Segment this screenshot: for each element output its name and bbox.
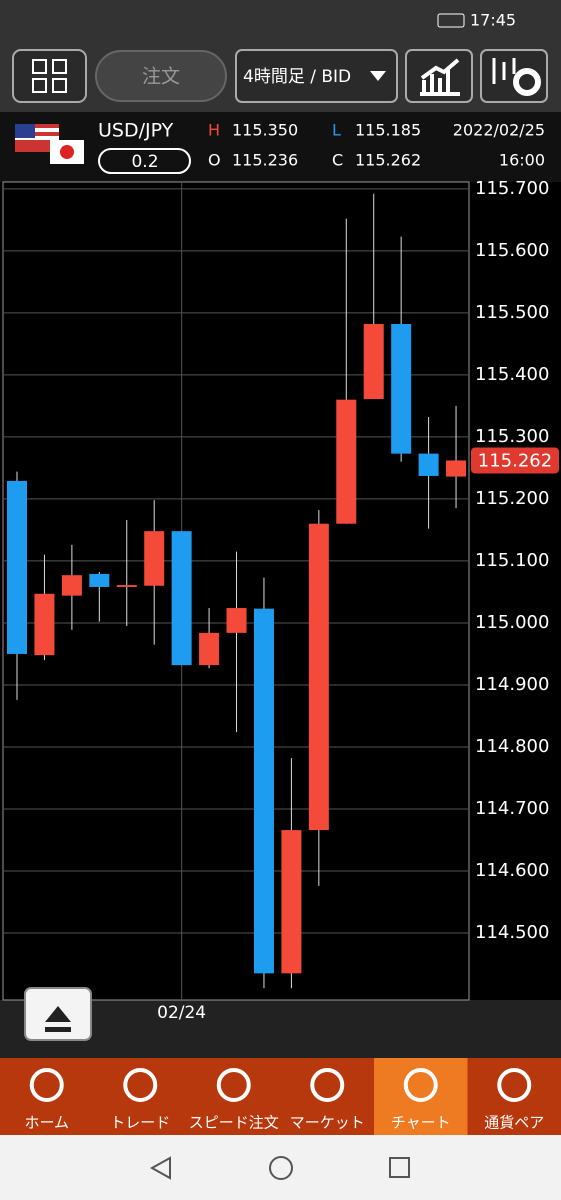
candle-body (171, 531, 192, 666)
y-tick-label: 115.400 (475, 364, 549, 385)
high: 115.350 (232, 121, 298, 140)
close: 115.262 (355, 151, 421, 170)
candle-body (226, 608, 247, 633)
nav-icon (29, 1068, 64, 1102)
y-tick-label: 115.700 (475, 178, 549, 199)
dropdown-arrow (370, 71, 386, 81)
y-tick-label: 114.800 (475, 736, 549, 757)
candle-body (418, 453, 439, 476)
nav-icon (216, 1068, 251, 1102)
candle-body (446, 460, 467, 477)
y-tick-label: 115.200 (475, 488, 549, 509)
nav-label: スピード注文 (189, 1114, 279, 1132)
candle-body (363, 324, 384, 400)
last-price-label: 115.262 (478, 450, 552, 471)
nav-label: チャート (391, 1114, 451, 1132)
nav-label: マーケット (290, 1114, 365, 1132)
candle-body (89, 573, 110, 587)
last-price-tag (471, 447, 559, 474)
open: 115.236 (232, 151, 298, 170)
battery (437, 13, 465, 28)
y-tick-label: 115.000 (475, 612, 549, 633)
spread: 0.2 (131, 152, 158, 172)
system-nav-bg (0, 1135, 561, 1200)
candle-body (281, 830, 302, 974)
candle-body (116, 585, 137, 587)
open-label: O (208, 151, 221, 170)
flags (15, 124, 84, 164)
y-tick-label: 115.600 (475, 240, 549, 261)
time: 16:00 (499, 151, 545, 170)
x-tick-label: 02/24 (157, 1003, 206, 1023)
bottom-nav: ホーム トレード スピード注文 マーケット チャート 通貨ペア (0, 1058, 561, 1135)
settings-button[interactable] (480, 49, 548, 103)
candle-body (144, 531, 165, 586)
order-label: 注文 (142, 66, 180, 88)
system-nav (149, 1156, 410, 1180)
nav-label: ホーム (24, 1114, 69, 1132)
pair: USD/JPY (98, 120, 174, 142)
y-tick-label: 114.900 (475, 674, 549, 695)
order-button[interactable] (95, 50, 227, 102)
candle-body (391, 324, 412, 454)
y-tick-label: 115.300 (475, 426, 549, 447)
close-label: C (332, 151, 343, 170)
low: 115.185 (355, 121, 421, 140)
menu-button[interactable] (12, 49, 87, 103)
nav-icon (403, 1068, 438, 1102)
low-label: L (332, 121, 341, 140)
collapse-button[interactable] (24, 987, 92, 1041)
y-tick-label: 114.700 (475, 798, 549, 819)
high-label: H (208, 121, 220, 140)
candle-body (199, 632, 220, 666)
candle-body (253, 608, 274, 974)
candle-body (61, 575, 82, 596)
timeframe-label: 4時間足 / BID (243, 67, 351, 87)
chart-type-button[interactable] (405, 49, 473, 103)
y-tick-label: 115.500 (475, 302, 549, 323)
timeframe-dropdown[interactable] (235, 49, 398, 103)
date: 2022/02/25 (453, 121, 545, 140)
candle-body (336, 399, 357, 524)
nav-label: 通貨ペア (484, 1114, 544, 1132)
quote-bg (0, 112, 561, 182)
nav-icon (497, 1068, 532, 1102)
chart-footer-bg (0, 1000, 561, 1058)
nav-icon (123, 1068, 158, 1102)
candle-body (308, 523, 329, 831)
nav-icon (310, 1068, 345, 1102)
candle-body (34, 593, 55, 656)
chart: 114.500 114.600 114.700 114.800 114.900 115.0… (2, 178, 559, 1023)
candle-body (7, 480, 27, 654)
y-tick-label: 115.100 (475, 550, 549, 571)
spread-pill (98, 148, 191, 174)
y-tick-label: 114.500 (475, 922, 549, 943)
clock: 17:45 (470, 11, 516, 30)
y-tick-label: 114.600 (475, 860, 549, 881)
nav-label: トレード (110, 1114, 170, 1132)
